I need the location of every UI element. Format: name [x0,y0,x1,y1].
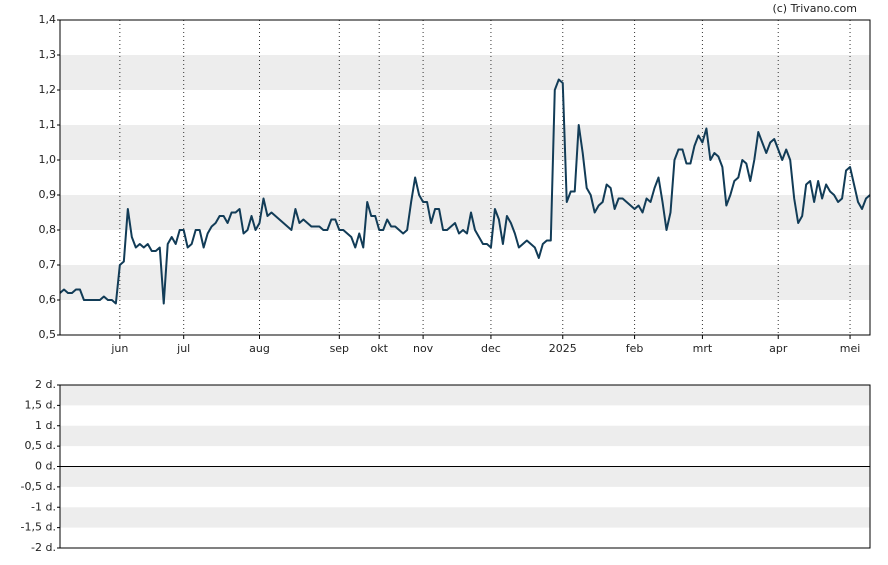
y-tick-label: -1 d. [31,500,56,513]
y-tick-label: -0,5 d. [21,480,56,493]
y-tick-label: -1,5 d. [21,521,56,534]
band [60,55,870,90]
x-tick-label: mei [840,342,861,355]
band [60,507,870,528]
y-tick-label: 0,5 d. [25,439,56,452]
price-line [59,78,871,305]
band [60,466,870,487]
band [60,385,870,406]
x-tick-label: okt [371,342,389,355]
band [60,125,870,160]
y-tick-label: 0,6 [39,293,57,306]
y-tick-label: 0,5 [39,328,57,341]
y-tick-label: 1,4 [39,13,57,26]
x-tick-label: 2025 [549,342,577,355]
x-tick-label: sep [330,342,349,355]
x-tick-label: apr [769,342,788,355]
plot-frame [59,384,871,549]
y-tick-label: 0,9 [39,188,57,201]
x-tick-label: feb [626,342,644,355]
x-tick-label: mrt [693,342,713,355]
y-tick-label: 2 d. [35,378,56,391]
plot-frame [59,19,871,336]
credit: (c) Trivano.com [772,2,857,15]
x-tick-label: jul [176,342,190,355]
band [60,425,870,447]
y-tick-label: 1,1 [39,118,57,131]
y-tick-label: 1,3 [39,48,57,61]
x-tick-label: dec [481,342,501,355]
y-tick-label: -2 d. [31,541,56,554]
y-tick-label: 1,5 d. [25,398,56,411]
band [60,195,870,230]
x-tick-label: aug [249,342,270,355]
y-tick-label: 1,2 [39,83,57,96]
y-tick-label: 1,0 [39,153,57,166]
x-tick-label: nov [413,342,434,355]
band [60,265,870,300]
y-tick-label: 1 d. [35,419,56,432]
y-tick-label: 0,7 [39,258,57,271]
y-tick-label: 0 d. [35,460,56,473]
y-tick-label: 0,8 [39,223,57,236]
x-tick-label: jun [110,342,128,355]
